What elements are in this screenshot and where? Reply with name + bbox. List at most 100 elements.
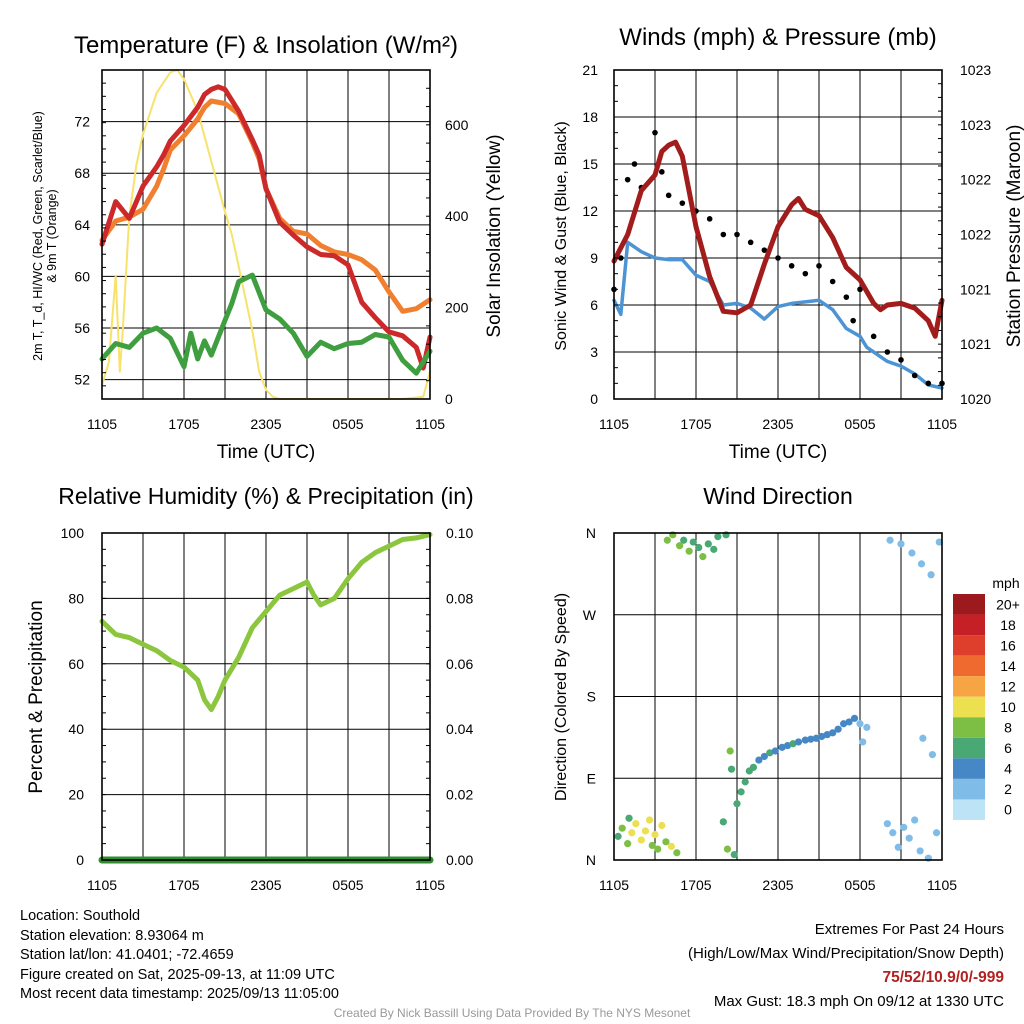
pressure-line <box>611 139 945 339</box>
gust-point <box>898 357 904 363</box>
direction-point <box>695 543 703 552</box>
y-tick-label: 40 <box>68 721 84 737</box>
dewpoint-line <box>99 272 433 376</box>
legend-label: 6 <box>1004 740 1012 756</box>
legend-label: 8 <box>1004 720 1012 736</box>
y-axis-label: Direction (Colored By Speed) <box>553 593 570 801</box>
y-right-tick-label: 1022 <box>960 227 991 243</box>
x-tick-label: 1105 <box>87 416 117 432</box>
direction-point <box>699 553 707 561</box>
direction-point <box>807 735 815 743</box>
direction-point <box>801 736 809 744</box>
gust-point <box>631 161 638 167</box>
gust-point <box>706 216 713 222</box>
x-tick-label: 2305 <box>762 877 793 893</box>
y-tick-label: S <box>587 689 596 705</box>
legend-unit: mph <box>992 575 1019 591</box>
direction-point <box>812 734 820 742</box>
y-axis-label: Percent & Precipitation <box>26 600 47 793</box>
direction-point <box>845 718 853 726</box>
direction-point <box>667 842 676 850</box>
legend-label: 16 <box>1000 637 1016 653</box>
y-right-tick-label: 1021 <box>960 281 991 297</box>
y-right-axis-label: Solar Insolation (Yellow) <box>484 134 505 337</box>
direction-point <box>676 542 684 550</box>
y-tick-label: 15 <box>582 156 598 172</box>
x-tick-label: 1705 <box>168 416 199 432</box>
gust-point <box>857 286 863 293</box>
y-right-tick-label: 1023 <box>960 62 991 78</box>
x-tick-label: 2305 <box>250 877 281 893</box>
gust-point <box>659 169 665 175</box>
direction-point <box>689 538 697 546</box>
x-tick-label: 1105 <box>927 877 957 893</box>
direction-point <box>680 536 688 544</box>
recent-data-text: Most recent data timestamp: 2025/09/13 1… <box>20 986 339 1002</box>
direction-point <box>897 540 905 548</box>
y-right-tick-label: 0.10 <box>446 525 473 541</box>
direction-point <box>834 725 842 733</box>
y-right-tick-label: 0.04 <box>446 721 473 737</box>
direction-point <box>771 747 779 755</box>
y-tick-label: 60 <box>74 268 90 284</box>
two-m-temp-line <box>99 84 433 371</box>
y-right-tick-label: 1020 <box>960 391 991 407</box>
y-tick-label: 12 <box>582 203 598 219</box>
y-tick-label: 0 <box>590 391 598 407</box>
y-tick-label: 6 <box>590 297 598 313</box>
gust-point <box>870 333 877 340</box>
y-right-tick-label: 1021 <box>960 336 991 352</box>
gust-point <box>911 372 918 379</box>
extremes-info: Extremes For Past 24 Hours (High/Low/Max… <box>688 918 1004 1014</box>
y-right-axis-label: Station Pressure (Maroon) <box>1004 125 1024 348</box>
gust-point <box>734 231 740 238</box>
gust-point <box>679 200 686 206</box>
chart-title: Relative Humidity (%) & Precipitation (i… <box>58 483 473 509</box>
direction-point <box>651 830 659 839</box>
y-right-tick-label: 1022 <box>960 172 991 188</box>
x-tick-label: 2305 <box>250 416 281 432</box>
y-axis-label: 2m T, T_d, HI/WC (Red, Green, Scarlet/Bl… <box>31 111 45 361</box>
y-tick-label: 68 <box>74 165 90 181</box>
direction-point <box>704 540 712 548</box>
y-axis-label: & 9m T (Orange) <box>45 189 59 282</box>
legend-swatch <box>953 737 985 759</box>
gust-point <box>925 380 932 387</box>
extremes-subtitle: (High/Low/Max Wind/Precipitation/Snow De… <box>688 945 1004 962</box>
chart-title: Temperature (F) & Insolation (W/m²) <box>74 32 458 59</box>
direction-point <box>730 850 738 859</box>
legend-swatch <box>953 717 985 738</box>
direction-point <box>829 729 837 737</box>
y-tick-label: 9 <box>590 250 598 266</box>
direction-point <box>794 738 803 746</box>
direction-point <box>618 824 626 832</box>
x-tick-label: 1105 <box>87 877 117 893</box>
location-text: Location: Southold <box>20 908 141 924</box>
extremes-title: Extremes For Past 24 Hours <box>814 921 1004 938</box>
y-tick-label: 72 <box>74 114 90 130</box>
direction-point <box>614 832 622 840</box>
direction-point <box>726 747 734 755</box>
gust-point <box>843 294 850 300</box>
direction-point <box>935 538 943 546</box>
direction-point <box>916 847 924 855</box>
direction-point <box>927 571 935 579</box>
legend-swatch <box>953 778 985 800</box>
humidity-line <box>99 532 433 713</box>
direction-point <box>900 823 908 831</box>
gust-point <box>788 263 795 269</box>
y-right-tick-label: 0.02 <box>446 787 473 803</box>
y-tick-label: 80 <box>68 590 84 606</box>
y-tick-label: W <box>583 607 597 623</box>
y-right-tick-label: 200 <box>445 300 469 316</box>
x-tick-label: 1705 <box>168 877 199 893</box>
gust-point <box>816 263 822 269</box>
x-tick-label: 0505 <box>332 877 363 893</box>
direction-point <box>755 756 763 764</box>
direction-point <box>894 843 902 851</box>
gust-point <box>850 317 856 324</box>
y-tick-label: N <box>586 525 596 541</box>
sonic-wind-line <box>612 240 944 390</box>
direction-point <box>710 545 718 553</box>
x-tick-label: 2305 <box>762 416 793 432</box>
